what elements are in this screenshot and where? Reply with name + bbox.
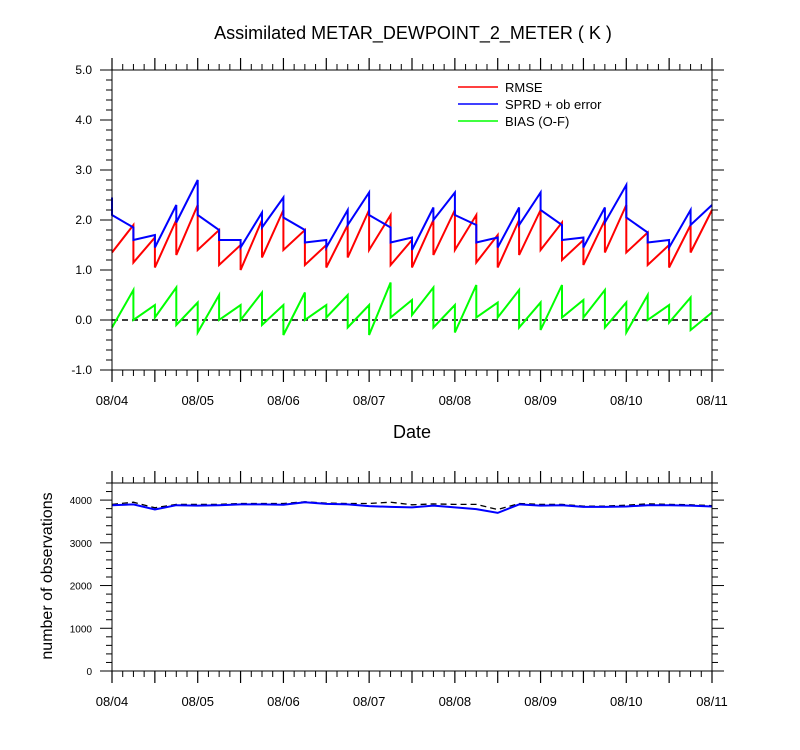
series-line-sprd-ob-error xyxy=(111,179,713,252)
x-tick-label: 08/11 xyxy=(696,393,728,408)
x-axis-label: Date xyxy=(393,422,431,442)
y-tick-label: 4000 xyxy=(70,496,93,507)
legend: RMSE SPRD + ob error BIAS (O-F) xyxy=(458,80,602,129)
y-tick-label: 0.0 xyxy=(75,313,92,327)
y-tick-label: -1.0 xyxy=(71,363,92,377)
bottom-series-group xyxy=(111,501,713,514)
x-tick-label: 08/06 xyxy=(267,694,300,709)
y-tick-label: 0 xyxy=(86,667,92,678)
chart-title: Assimilated METAR_DEWPOINT_2_METER ( K ) xyxy=(214,23,612,44)
x-tick-label: 08/04 xyxy=(96,694,129,709)
x-tick-label: 08/07 xyxy=(353,393,386,408)
legend-label: RMSE xyxy=(505,80,543,95)
y-axis-label-bottom: number of observations xyxy=(39,492,56,659)
x-tick-label: 08/08 xyxy=(439,393,472,408)
x-tick-label: 08/09 xyxy=(524,694,557,709)
x-tick-label: 08/11 xyxy=(696,694,728,709)
x-tick-label: 08/10 xyxy=(610,694,643,709)
y-tick-label: 1000 xyxy=(70,624,93,635)
top-series-group xyxy=(111,179,713,337)
y-tick-label: 2000 xyxy=(70,582,93,593)
top-chart: Assimilated METAR_DEWPOINT_2_METER ( K )… xyxy=(71,23,727,442)
x-tick-label: 08/09 xyxy=(524,393,557,408)
y-tick-label: 5.0 xyxy=(75,63,92,77)
bottom-chart: 08/04 08/05 08/06 08/07 08/08 08/09 08/10 08/11… xyxy=(39,471,728,709)
x-tick-label: 08/08 xyxy=(439,694,472,709)
legend-label: BIAS (O-F) xyxy=(505,114,569,129)
x-tick-label: 08/05 xyxy=(181,694,214,709)
y-tick-label: 1.0 xyxy=(75,263,92,277)
y-tick-label: 3000 xyxy=(70,539,93,550)
x-tick-label: 08/07 xyxy=(353,694,386,709)
y-tick-label: 3.0 xyxy=(75,163,92,177)
series-line-bias-o-f xyxy=(111,282,713,337)
legend-label: SPRD + ob error xyxy=(505,97,602,112)
x-tick-label: 08/04 xyxy=(96,393,129,408)
obs-assimilated-line xyxy=(111,501,713,514)
y-tick-label: 4.0 xyxy=(75,113,92,127)
bottom-plot-frame xyxy=(111,482,713,672)
x-tick-label: 08/10 xyxy=(610,393,643,408)
y-tick-label: 2.0 xyxy=(75,213,92,227)
x-tick-label: 08/06 xyxy=(267,393,300,408)
x-tick-label: 08/05 xyxy=(181,393,214,408)
